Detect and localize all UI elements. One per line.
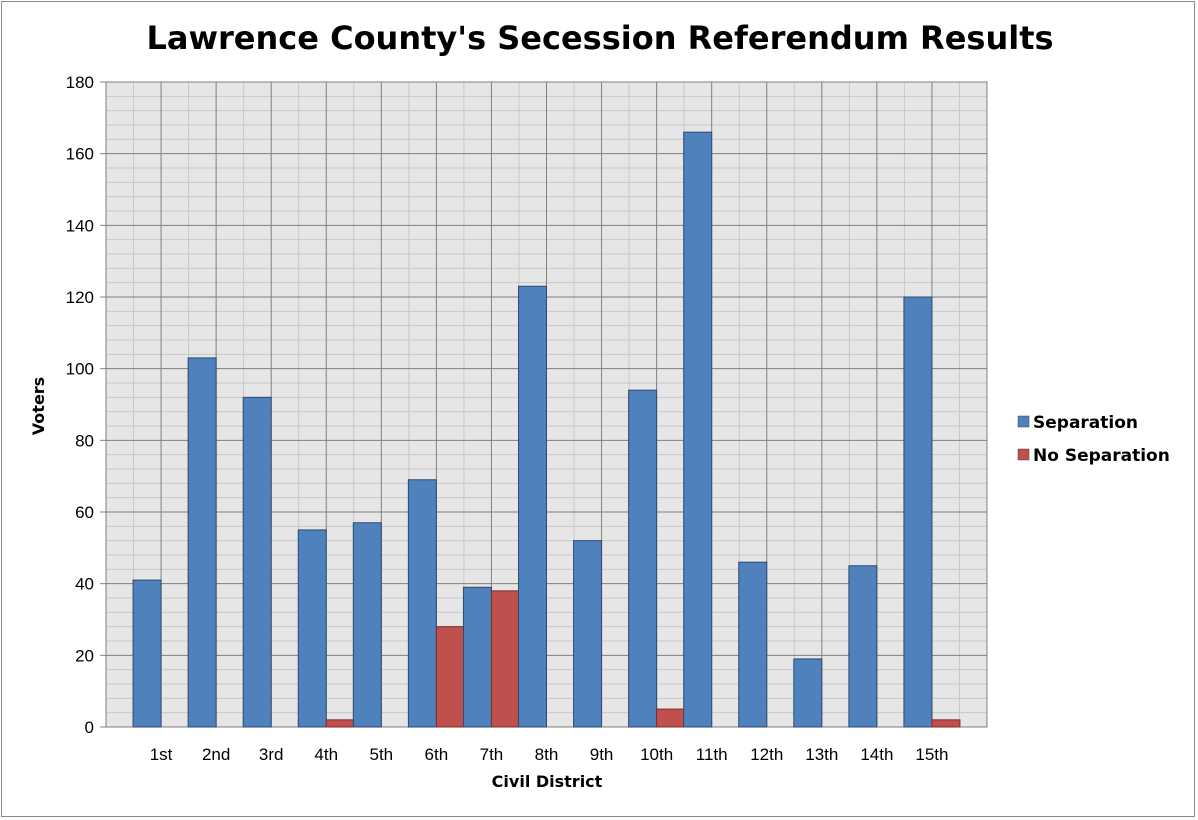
bar-separation <box>848 565 878 728</box>
y-tick-label: 100 <box>66 360 94 379</box>
y-tick-label: 140 <box>66 216 94 235</box>
y-tick-label: 40 <box>75 575 94 594</box>
bar-separation <box>738 561 768 728</box>
y-tick-label: 60 <box>75 503 94 522</box>
bar-separation <box>793 658 823 728</box>
bar-separation <box>462 586 492 728</box>
bar-separation <box>242 396 272 728</box>
y-tick-label: 20 <box>75 646 94 665</box>
x-tick-label: 8th <box>535 745 559 764</box>
x-tick-label: 9th <box>590 745 614 764</box>
bar-separation <box>352 522 382 728</box>
bar-separation <box>628 389 658 728</box>
x-tick-label: 12th <box>750 745 783 764</box>
y-tick-label: 0 <box>85 718 94 737</box>
bar-no-separation <box>325 719 355 728</box>
x-tick-label: 6th <box>425 745 449 764</box>
x-tick-label: 14th <box>860 745 893 764</box>
x-axis-title: Civil District <box>492 772 603 791</box>
bar-no-separation <box>435 626 465 728</box>
bar-separation <box>683 131 713 728</box>
x-tick-label: 3rd <box>259 745 284 764</box>
bar-separation <box>573 540 603 728</box>
x-tick-label: 10th <box>640 745 673 764</box>
y-tick-label: 160 <box>66 145 94 164</box>
x-tick-label: 11th <box>696 745 728 764</box>
x-tick-label: 7th <box>480 745 504 764</box>
legend-swatch <box>1017 448 1030 461</box>
chart-title: Lawrence County's Secession Referendum R… <box>146 19 1053 57</box>
bar-separation <box>518 285 547 728</box>
bar-no-separation <box>931 719 961 728</box>
y-tick-label: 180 <box>66 73 94 92</box>
bar-no-separation <box>656 708 686 728</box>
legend-label: Separation <box>1033 413 1138 433</box>
x-tick-label: 13th <box>805 745 838 764</box>
y-tick-label: 80 <box>75 431 94 450</box>
x-tick-label: 5th <box>369 745 393 764</box>
x-tick-label: 4th <box>314 745 338 764</box>
bar-separation <box>132 579 162 728</box>
bar-separation <box>407 479 437 728</box>
bar-separation <box>297 529 327 728</box>
legend: Separation No Separation <box>1017 413 1170 466</box>
bar-no-separation <box>490 590 520 728</box>
y-tick-label: 120 <box>66 288 94 307</box>
x-tick-label: 15th <box>915 745 948 764</box>
legend-label: No Separation <box>1033 446 1170 466</box>
plot-area: 0 20 40 60 80 100 120 140 160 180 1st 2nd 3rd 4th 5th 6… <box>66 73 988 764</box>
bar-separation <box>187 357 217 728</box>
legend-swatch <box>1017 415 1030 428</box>
bar-separation <box>903 296 933 728</box>
x-tick-label: 2nd <box>202 745 230 764</box>
x-tick-label: 1st <box>150 745 173 764</box>
y-axis-title: Voters <box>29 377 48 435</box>
